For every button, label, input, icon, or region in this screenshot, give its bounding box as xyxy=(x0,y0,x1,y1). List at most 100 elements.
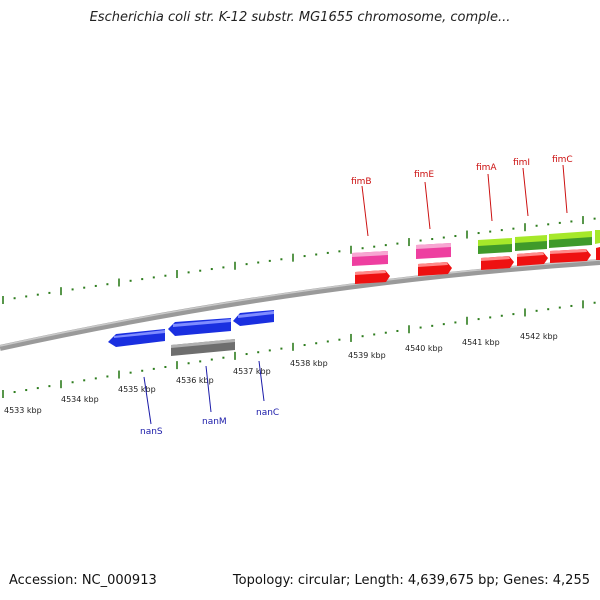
feature-fimA[interactable]: fimA xyxy=(476,163,514,270)
scale-dot xyxy=(326,251,329,254)
scale-dot xyxy=(512,313,515,316)
scale-dot xyxy=(141,278,144,281)
scale-dot xyxy=(373,245,376,248)
gene-label: nanC xyxy=(256,408,279,418)
scale-dot xyxy=(303,255,306,258)
scale-dot xyxy=(558,306,561,309)
scale-label: 4537 kbp xyxy=(233,367,271,376)
feature-fimI[interactable]: fimI xyxy=(513,158,548,266)
map-title: Escherichia coli str. K-12 substr. MG165… xyxy=(89,10,511,25)
scale-dot xyxy=(442,323,445,326)
scale-dot xyxy=(83,286,86,289)
scale-dot xyxy=(199,360,202,363)
scale-label: 4536 kbp xyxy=(176,376,214,385)
feature-nanC[interactable]: nanC xyxy=(233,310,279,418)
scale-dot xyxy=(570,220,573,223)
scale-dot xyxy=(431,324,434,327)
scale-dot xyxy=(547,308,550,311)
scale-dot xyxy=(419,326,422,329)
scale-dot xyxy=(547,223,550,226)
scale-dot xyxy=(268,349,271,352)
scale-label: 4534 kbp xyxy=(61,395,99,404)
scale-dot xyxy=(210,358,213,361)
scale-dot xyxy=(361,335,364,338)
scale-dot xyxy=(442,236,445,239)
scale-label: 4535 kbp xyxy=(118,385,156,394)
scale-dot xyxy=(500,314,503,317)
scale-dot xyxy=(36,293,39,296)
scale-dot xyxy=(396,329,399,332)
scale-dot xyxy=(106,283,109,286)
gene-label: nanS xyxy=(140,427,163,437)
scale-dot xyxy=(257,261,260,264)
scale-dot xyxy=(245,353,248,356)
scale-dot xyxy=(25,295,28,298)
gene-label: nanM xyxy=(202,417,227,427)
scale-dot xyxy=(280,258,283,261)
scale-dot xyxy=(129,279,132,282)
scale-dot xyxy=(25,389,28,392)
label-leader-line xyxy=(258,360,265,402)
scale-dot xyxy=(129,371,132,374)
scale-dot xyxy=(373,333,376,336)
feature-fimE[interactable]: fimE xyxy=(414,170,452,276)
topology-text: Topology: circular; Length: 4,639,675 bp… xyxy=(232,573,590,588)
scale-dot xyxy=(257,351,260,354)
scale-dot xyxy=(489,230,492,233)
scale-dot xyxy=(535,224,538,227)
scale-label: 4538 kbp xyxy=(290,359,328,368)
scale-dot xyxy=(454,235,457,238)
scale-ticks xyxy=(2,216,584,398)
scale-dot xyxy=(13,297,16,300)
scale-dot xyxy=(187,271,190,274)
scale-dot xyxy=(303,344,306,347)
scale-dots xyxy=(13,217,596,394)
scale-dot xyxy=(245,263,248,266)
feature-fimC[interactable]: fimC xyxy=(549,155,600,263)
scale-label: 4542 kbp xyxy=(520,332,558,341)
scale-dot xyxy=(268,259,271,262)
scale-dot xyxy=(71,381,74,384)
scale-dot xyxy=(48,385,51,388)
feature-fimB[interactable]: fimB xyxy=(351,177,390,284)
feature-nanM[interactable]: nanM xyxy=(168,318,235,427)
scale-dot xyxy=(558,221,561,224)
scale-dot xyxy=(48,291,51,294)
scale-dot xyxy=(164,365,167,368)
gene-label: fimA xyxy=(476,163,497,173)
gene-label: fimE xyxy=(414,170,434,180)
scale-dot xyxy=(396,242,399,245)
scale-dot xyxy=(83,379,86,382)
scale-dot xyxy=(280,347,283,350)
feature-nanS[interactable]: nanS xyxy=(108,329,165,437)
gene-label: fimI xyxy=(513,158,530,168)
scale-dot xyxy=(489,316,492,319)
scale-dot xyxy=(199,269,202,272)
scale-dot xyxy=(141,369,144,372)
label-leader-line xyxy=(205,365,212,413)
scale-dot xyxy=(477,232,480,235)
scale-dot xyxy=(419,239,422,242)
scale-dot xyxy=(222,356,225,359)
scale-dot xyxy=(593,301,596,304)
scale-dot xyxy=(384,331,387,334)
label-leader-line xyxy=(424,181,431,230)
scale-label: 4541 kbp xyxy=(462,338,500,347)
chromosome-backbone-highlight xyxy=(0,259,600,347)
scale-dot xyxy=(570,304,573,307)
scale-dot xyxy=(338,250,341,253)
scale-dot xyxy=(13,391,16,394)
scale-dot xyxy=(454,321,457,324)
scale-dot xyxy=(210,268,213,271)
scale-dot xyxy=(315,253,318,256)
scale-dot xyxy=(94,377,97,380)
scale-dot xyxy=(326,340,329,343)
accession-text: Accession: NC_000913 xyxy=(9,573,157,588)
scale-dot xyxy=(222,266,225,269)
scale-dot xyxy=(187,362,190,365)
scale-dot xyxy=(152,367,155,370)
scale-dot xyxy=(164,274,167,277)
label-leader-line xyxy=(143,376,152,425)
